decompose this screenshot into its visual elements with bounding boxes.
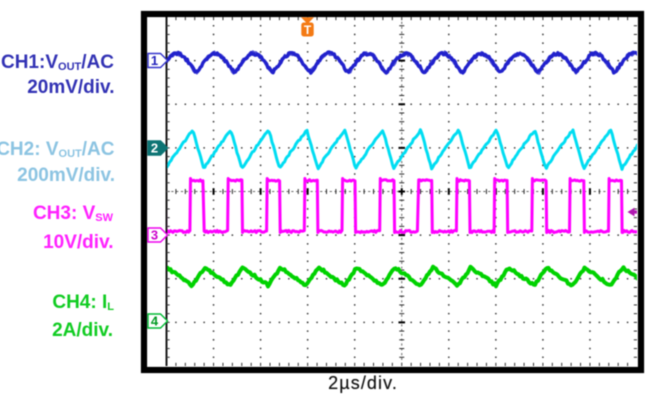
svg-text:3: 3 xyxy=(151,228,158,243)
svg-text:2: 2 xyxy=(151,141,158,156)
svg-text:T: T xyxy=(304,23,312,37)
svg-text:1: 1 xyxy=(151,53,158,68)
svg-text:4: 4 xyxy=(151,314,159,329)
